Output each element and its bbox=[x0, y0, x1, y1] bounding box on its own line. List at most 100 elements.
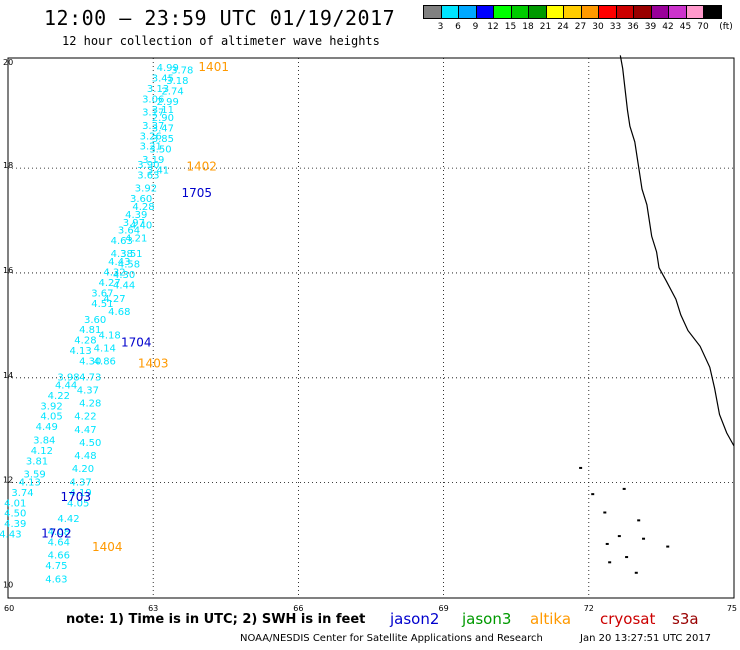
wave-height-label: 3.19 bbox=[142, 155, 164, 166]
legend-label: 18 bbox=[522, 22, 534, 32]
wave-height-label: 3.84 bbox=[33, 435, 55, 446]
wave-height-label: 4.13 bbox=[19, 477, 41, 488]
island bbox=[591, 493, 595, 496]
wave-height-label: 3.60 bbox=[84, 315, 106, 326]
legend-swatch bbox=[475, 5, 494, 19]
wave-height-label: 4.44 bbox=[113, 281, 135, 292]
wave-height-label: 4.50 bbox=[79, 438, 101, 449]
legend-label: 6 bbox=[455, 22, 461, 32]
island bbox=[608, 561, 612, 564]
pass-time-label: 1705 bbox=[181, 186, 212, 200]
wave-height-label: 4.99 bbox=[157, 63, 179, 74]
legend-swatch bbox=[493, 5, 512, 19]
wave-height-label: 4.68 bbox=[108, 307, 130, 318]
satellite-jason3: jason3 bbox=[462, 610, 512, 628]
wave-height-label: 4.30 bbox=[79, 357, 101, 368]
wave-height-label: 4.49 bbox=[36, 422, 58, 433]
lat-tick-label: 12 bbox=[3, 476, 13, 485]
legend-label: 45 bbox=[679, 22, 692, 32]
legend-label: 42 bbox=[662, 22, 674, 32]
legend-swatch bbox=[510, 5, 529, 19]
wave-height-label: 3.45 bbox=[152, 74, 174, 85]
pass-time-label: 1401 bbox=[198, 60, 229, 74]
wave-height-label: 4.37 bbox=[69, 477, 91, 488]
legend-swatch bbox=[545, 5, 564, 19]
wave-height-label: 3.11 bbox=[152, 105, 174, 116]
lon-tick-label: 72 bbox=[584, 604, 594, 613]
wave-height-label: 3.98 bbox=[57, 372, 79, 383]
wave-height-label: 3.47 bbox=[152, 123, 174, 134]
legend-label: 21 bbox=[539, 22, 552, 32]
pass-time-label: 1704 bbox=[121, 335, 152, 349]
pass-time-label: 1403 bbox=[138, 356, 169, 370]
wave-height-values: 4.993.783.453.183.132.743.062.993.113.17… bbox=[0, 63, 193, 585]
lon-tick-label: 63 bbox=[148, 604, 158, 613]
wave-height-label: 4.22 bbox=[48, 391, 70, 402]
wave-height-label: 4.28 bbox=[79, 399, 101, 410]
wave-height-label: 3.37 bbox=[142, 121, 164, 132]
wave-height-label: 3.60 bbox=[130, 194, 152, 205]
pass-time-label: 1404 bbox=[92, 540, 123, 554]
legend-unit: (ft) bbox=[719, 22, 733, 32]
wave-height-label: 4.32 bbox=[103, 268, 125, 279]
lon-tick-label: 66 bbox=[293, 604, 303, 613]
wave-height-label: 3.85 bbox=[152, 134, 174, 145]
wave-height-label: 4.38 bbox=[111, 249, 133, 260]
legend-label: 30 bbox=[592, 22, 604, 32]
wave-height-label: 3.67 bbox=[91, 289, 113, 300]
wave-height-label: 4.19 bbox=[69, 488, 91, 499]
timestamp: Jan 20 13:27:51 UTC 2017 bbox=[580, 633, 712, 644]
lon-tick-label: 60 bbox=[4, 604, 14, 613]
page-subtitle: 12 hour collection of altimeter wave hei… bbox=[62, 34, 380, 48]
legend-label: 27 bbox=[574, 22, 587, 32]
wave-height-label: 4.64 bbox=[48, 538, 70, 549]
island bbox=[637, 519, 641, 522]
wave-height-label: 4.30 bbox=[113, 270, 135, 281]
wave-height-label: 3.59 bbox=[23, 469, 45, 480]
satellite-jason2: jason2 bbox=[390, 610, 440, 628]
wave-height-label: 2.74 bbox=[161, 87, 183, 98]
wave-height-label: 3.21 bbox=[140, 142, 162, 153]
legend-label: 24 bbox=[557, 22, 569, 32]
wave-height-label: 4.47 bbox=[74, 425, 96, 436]
wave-height-label: 4.14 bbox=[94, 344, 116, 355]
wave-height-label: 4.37 bbox=[77, 386, 99, 397]
wave-height-label: 4.43 bbox=[0, 530, 22, 541]
lon-tick-label: 75 bbox=[727, 604, 737, 613]
wave-height-label: 3.78 bbox=[171, 66, 193, 77]
lat-tick-label: 14 bbox=[3, 371, 13, 380]
legend-swatch bbox=[615, 5, 634, 19]
wave-height-label: 3.97 bbox=[123, 218, 145, 229]
legend-swatch bbox=[633, 5, 652, 19]
legend-label: 70 bbox=[697, 22, 709, 32]
wave-height-label: 3.64 bbox=[118, 226, 140, 237]
wave-height-label: 4.18 bbox=[99, 330, 121, 341]
island bbox=[617, 535, 621, 538]
wave-height-label: 4.13 bbox=[69, 346, 91, 357]
wave-height-label: 3.92 bbox=[135, 184, 157, 195]
pass-time-label: 1702 bbox=[41, 527, 72, 541]
legend-swatch bbox=[685, 5, 704, 19]
wave-height-label: 4.42 bbox=[57, 514, 79, 525]
wave-height-label: 4.63 bbox=[45, 574, 67, 585]
wave-height-label: 4.50 bbox=[4, 509, 26, 520]
wave-height-label: 4.63 bbox=[111, 236, 133, 247]
wave-height-label: 4.21 bbox=[125, 233, 147, 244]
lat-tick-label: 18 bbox=[3, 161, 13, 170]
island bbox=[605, 542, 609, 545]
wave-height-label: 3.17 bbox=[142, 108, 164, 119]
wave-height-label: 4.01 bbox=[4, 498, 26, 509]
satellite-s3a: s3a bbox=[672, 610, 699, 628]
pass-time-label: 1703 bbox=[60, 490, 91, 504]
lon-tick-label: 69 bbox=[439, 604, 449, 613]
satellite-cryosat: cryosat bbox=[600, 610, 656, 628]
legend-label: 12 bbox=[487, 22, 499, 32]
island bbox=[622, 487, 626, 490]
legend-label: 9 bbox=[472, 22, 479, 32]
coastline-path bbox=[619, 55, 735, 447]
island bbox=[625, 556, 629, 559]
page-title: 12:00 – 23:59 UTC 01/19/2017 bbox=[44, 6, 396, 30]
wave-height-label: 4.27 bbox=[103, 294, 125, 305]
wave-height-label: 4.58 bbox=[118, 260, 140, 271]
